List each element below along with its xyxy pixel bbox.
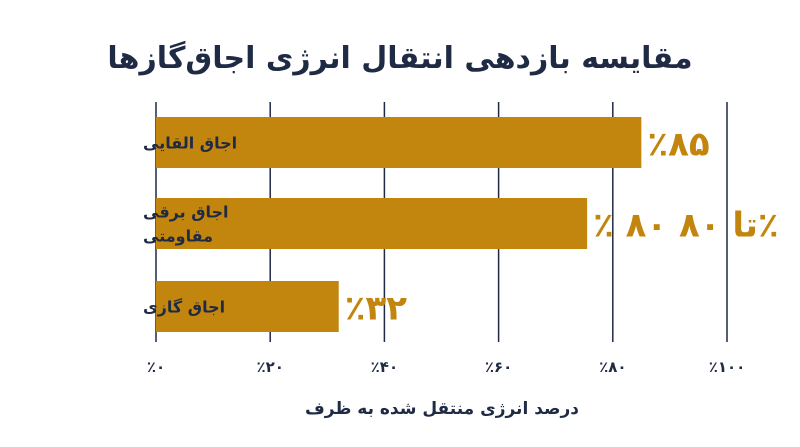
bar (156, 281, 339, 332)
x-tick-label: ٪۰ (147, 358, 165, 376)
x-tick-label: ٪۴۰ (371, 358, 398, 376)
bar-layer (156, 117, 642, 332)
label-layer: ٪۸۵ ٪ ۸۰ تا ۸۰٪ ٪۳۲ (345, 125, 779, 329)
category-label: مقاومتی (143, 227, 213, 246)
tick-layer: ٪۰ ٪۲۰ ٪۴۰ ٪۶۰ ٪۸۰ ٪۱۰۰ (147, 358, 745, 376)
data-label: ٪ ۸۰ تا ۸۰٪ (593, 206, 779, 246)
x-tick-label: ٪۱۰۰ (709, 358, 746, 376)
data-label: ٪۸۵ (647, 125, 709, 165)
x-axis-title: درصد انرژی منتقل شده به ظرف (305, 399, 579, 419)
chart-title: مقایسه بازدهی انتقال انرژی اجاق‌گازها (107, 40, 692, 76)
data-label: ٪۳۲ (345, 289, 408, 329)
x-tick-label: ٪۶۰ (485, 358, 512, 376)
x-tick-label: ٪۸۰ (599, 358, 626, 376)
category-label: اجاق گازی (143, 298, 225, 317)
x-tick-label: ٪۲۰ (256, 358, 283, 376)
bar (156, 117, 642, 168)
bar (156, 198, 588, 249)
category-label: اجاق برقی (143, 203, 229, 222)
category-label: اجاق القایی (143, 134, 237, 153)
category-layer: اجاق القایی اجاق برقی مقاومتی اجاق گازی (143, 134, 237, 317)
